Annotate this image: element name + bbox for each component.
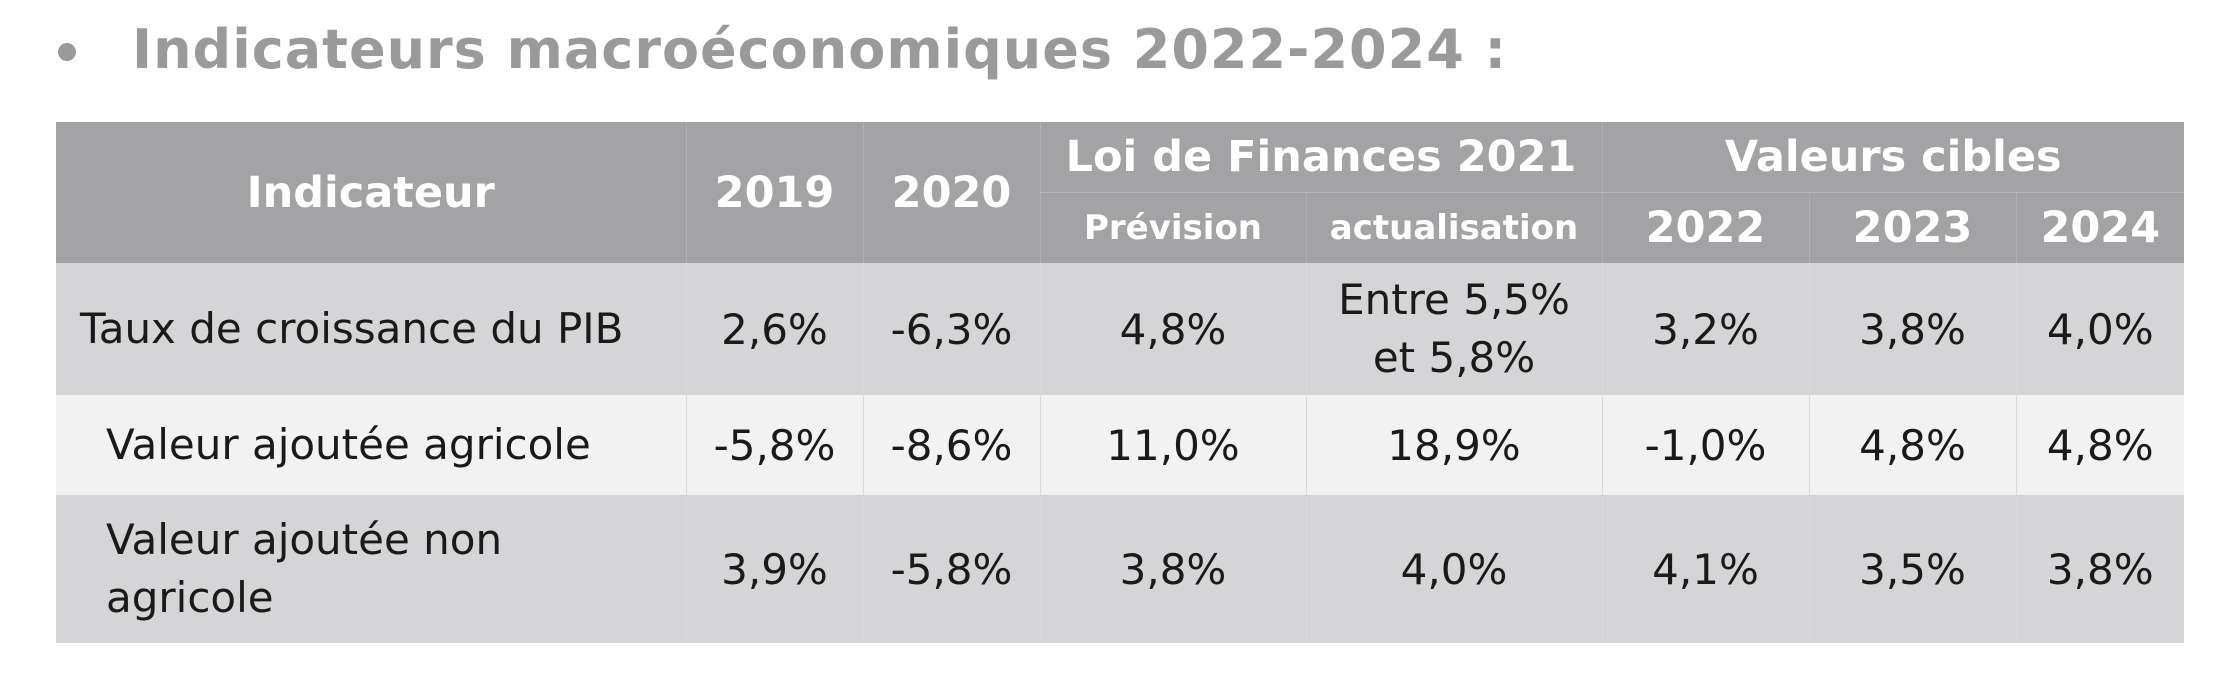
cell-2020: -8,6%: [863, 395, 1041, 495]
cell-2020: -6,3%: [863, 263, 1041, 395]
cell-actualisation: Entre 5,5% et 5,8%: [1306, 263, 1603, 395]
row-label: Valeur ajoutée agricole: [56, 395, 687, 495]
cell-2022: -1,0%: [1602, 395, 1810, 495]
cell-prevision: 3,8%: [1040, 495, 1307, 643]
header-actualisation: actualisation: [1306, 192, 1603, 263]
header-valeurs-cibles: Valeurs cibles: [1602, 122, 2185, 193]
cell-actualisation-line2: et 5,8%: [1372, 333, 1536, 382]
row-label-line1: Valeur ajoutée non: [106, 515, 503, 564]
cell-actualisation: 18,9%: [1306, 395, 1603, 495]
row-label-line2: agricole: [106, 573, 274, 622]
cell-2020: -5,8%: [863, 495, 1041, 643]
cell-2019: 3,9%: [686, 495, 864, 643]
header-2019: 2019: [686, 122, 864, 263]
header-2022: 2022: [1602, 192, 1810, 263]
header-loi-de-finances-2021: Loi de Finances 2021: [1040, 122, 1603, 193]
cell-prevision: 11,0%: [1040, 395, 1307, 495]
header-2020: 2020: [863, 122, 1041, 263]
cell-2019: -5,8%: [686, 395, 864, 495]
cell-actualisation: 4,0%: [1306, 495, 1603, 643]
cell-2023: 4,8%: [1809, 395, 2017, 495]
header-2024: 2024: [2016, 192, 2185, 263]
cell-2024: 4,0%: [2016, 263, 2185, 395]
table-row: Valeur ajoutée agricole -5,8% -8,6% 11,0…: [56, 395, 2185, 495]
cell-2024: 4,8%: [2016, 395, 2185, 495]
cell-2019: 2,6%: [686, 263, 864, 395]
cell-prevision: 4,8%: [1040, 263, 1307, 395]
row-label: Valeur ajoutée non agricole: [56, 495, 687, 643]
cell-2022: 4,1%: [1602, 495, 1810, 643]
header-2023: 2023: [1809, 192, 2017, 263]
section-title: Indicateurs macroéconomiques 2022-2024 :: [132, 18, 1508, 81]
cell-2023: 3,5%: [1809, 495, 2017, 643]
cell-2022: 3,2%: [1602, 263, 1810, 395]
cell-actualisation-line1: Entre 5,5%: [1338, 275, 1570, 324]
header-prevision: Prévision: [1040, 192, 1307, 263]
macro-indicators-table: Indicateur 2019 2020 Loi de Finances 202…: [56, 122, 2185, 643]
cell-2023: 3,8%: [1809, 263, 2017, 395]
row-label: Taux de croissance du PIB: [56, 263, 687, 395]
table-row: Taux de croissance du PIB 2,6% -6,3% 4,8…: [56, 263, 2185, 395]
header-indicator: Indicateur: [56, 122, 687, 263]
bullet-icon: [58, 43, 76, 61]
cell-2024: 3,8%: [2016, 495, 2185, 643]
table-row: Valeur ajoutée non agricole 3,9% -5,8% 3…: [56, 495, 2185, 643]
